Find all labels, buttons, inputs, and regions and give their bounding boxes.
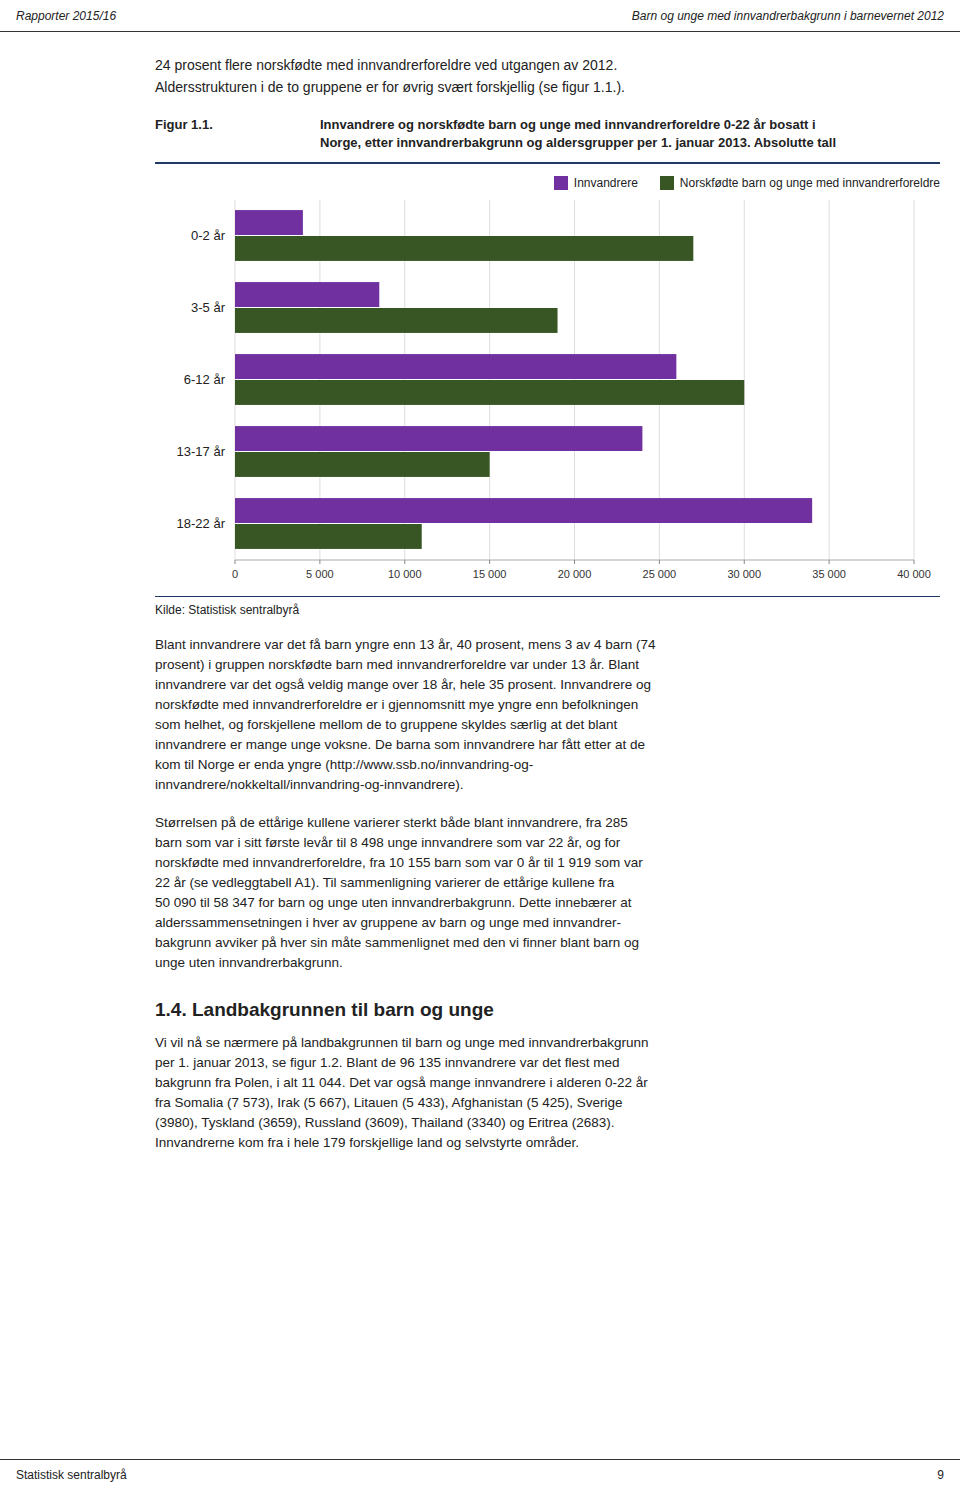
title-line: Innvandrere og norskfødte barn og unge m… (320, 116, 836, 134)
tick-label: 5 000 (306, 568, 334, 580)
tick-label: 25 000 (643, 568, 677, 580)
section-header: 1.4. Landbakgrunnen til barn og unge (155, 999, 940, 1021)
y-labels: 0-2 år 3-5 år 6-12 år 13-17 år 18-22 år (177, 228, 226, 531)
section-line: fra Somalia (7 573), Irak (5 667), Litau… (155, 1093, 940, 1113)
legend-swatch (660, 176, 674, 190)
body-text: Størrelsen på de ettårige kullene varier… (155, 813, 940, 973)
separator (155, 162, 940, 164)
page: {"header_left": "Rapporter 2015/16", "he… (0, 0, 960, 1489)
footer: Statistisk sentralbyrå 9 (0, 1459, 960, 1489)
tick-label: 40 000 (897, 568, 931, 580)
body-line: alderssammensetningen i hver av gruppene… (155, 913, 940, 933)
title-lines: Innvandrere og norskfødte barn og unge m… (320, 116, 836, 152)
body-line: unge uten innvandrerbakgrunn. (155, 953, 940, 973)
body-line: bakgrunn avviker på hver sin måte sammen… (155, 933, 940, 953)
legend: Innvandrere Norskfødte barn og unge med i… (155, 176, 940, 190)
tick-mark (319, 560, 320, 564)
bar (235, 452, 490, 477)
intro: 24 prosent flere norskfødte med innvandr… (155, 54, 940, 98)
section-line: per 1. januar 2013, se figur 1.2. Blant … (155, 1053, 940, 1073)
bar (235, 498, 812, 523)
source: Kilde: Statistisk sentralbyrå (155, 603, 940, 617)
body-line: norskfødte med innvandrerforeldre er i g… (155, 695, 940, 715)
tick-label: 0 (232, 568, 238, 580)
header-right: Barn og unge med innvandrerbakgrunn i ba… (632, 9, 944, 23)
content: 24 prosent flere norskfødte med innvandr… (155, 32, 940, 1153)
body-text: Blant innvandrere var det få barn yngre … (155, 635, 940, 795)
intro-line: Aldersstrukturen i de to gruppene er for… (155, 76, 940, 98)
category-label: 0-2 år (191, 228, 226, 243)
legend-label: Innvandrere (574, 176, 638, 190)
separator (155, 596, 940, 597)
grid-line (829, 200, 830, 560)
bar (235, 354, 676, 379)
body-line: kom til Norge er enda yngre (http://www.… (155, 755, 940, 775)
tick-mark (235, 560, 236, 564)
grid (235, 200, 914, 560)
bar (235, 236, 693, 261)
bar (235, 426, 642, 451)
category-label: 13-17 år (177, 444, 226, 459)
bar (235, 308, 558, 333)
legend-label: Norskfødte barn og unge med innvandrerfo… (680, 176, 940, 190)
section-line: Vi vil nå se nærmere på landbakgrunnen t… (155, 1033, 940, 1053)
bar (235, 210, 303, 235)
bar (235, 282, 379, 307)
legend-swatch (554, 176, 568, 190)
bar (235, 380, 744, 405)
tick-label: 15 000 (473, 568, 507, 580)
tick-label: 10 000 (388, 568, 422, 580)
tick-mark (574, 560, 575, 564)
body-line: Størrelsen på de ettårige kullene varier… (155, 813, 940, 833)
figure-label: Figur 1.1. (155, 116, 320, 152)
section-body: Vi vil nå se nærmere på landbakgrunnen t… (155, 1033, 940, 1153)
body-line: norskfødte med innvandrerforeldre, fra 1… (155, 853, 940, 873)
category-label: 3-5 år (191, 300, 226, 315)
tick-label: 35 000 (812, 568, 846, 580)
footer-right: 9 (937, 1468, 944, 1482)
body-line: 22 år (se vedleggtabell A1). Til sammenl… (155, 873, 940, 893)
tick-label: 20 000 (558, 568, 592, 580)
body-line: innvandrere er mange unge voksne. De bar… (155, 735, 940, 755)
tick-mark (659, 560, 660, 564)
header-left: Rapporter 2015/16 (16, 9, 116, 23)
tick-mark (404, 560, 405, 564)
footer-left: Statistisk sentralbyrå (16, 1468, 127, 1482)
section-line: (3980), Tyskland (3659), Russland (3609)… (155, 1113, 940, 1133)
figure-title: Figur 1.1.Innvandrere og norskfødte barn… (155, 116, 940, 152)
tick-label: 30 000 (727, 568, 761, 580)
section-line: bakgrunn fra Polen, i alt 11 044. Det va… (155, 1073, 940, 1093)
tick-mark (914, 560, 915, 564)
body-line: 50 090 til 58 347 for barn og unge uten … (155, 893, 940, 913)
header: Rapporter 2015/16 Barn og unge med innvan… (0, 0, 960, 32)
x-ticks: 0 5 000 10 000 15 000 20 000 25 000 30 000 35 0… (232, 560, 931, 580)
chart: 0-2 år 3-5 år 6-12 år 13-17 år 18-22 år 0 5 00… (155, 190, 940, 590)
tick-mark (829, 560, 830, 564)
category-label: 6-12 år (184, 372, 226, 387)
tick-mark (744, 560, 745, 564)
body-line: som helhet, og forskjellene mellom de to… (155, 715, 940, 735)
category-label: 18-22 år (177, 516, 226, 531)
body-line: innvandrere var det også veldig mange ov… (155, 675, 940, 695)
title-line: Norge, etter innvandrerbakgrunn og alder… (320, 134, 836, 152)
legend-item: Norskfødte barn og unge med innvandrerfo… (660, 176, 940, 190)
bar (235, 524, 422, 549)
body-line: innvandrere/nokkeltall/innvandring-og-in… (155, 775, 940, 795)
grid-line (914, 200, 915, 560)
body-line: prosent) i gruppen norskfødte barn med i… (155, 655, 940, 675)
body-line: barn som var i sitt første levår til 8 4… (155, 833, 940, 853)
tick-mark (489, 560, 490, 564)
legend-item: Innvandrere (554, 176, 638, 190)
intro-line: 24 prosent flere norskfødte med innvandr… (155, 54, 940, 76)
bars (235, 210, 812, 549)
section-line: Innvandrerne kom fra i hele 179 forskjel… (155, 1133, 940, 1153)
body-line: Blant innvandrere var det få barn yngre … (155, 635, 940, 655)
